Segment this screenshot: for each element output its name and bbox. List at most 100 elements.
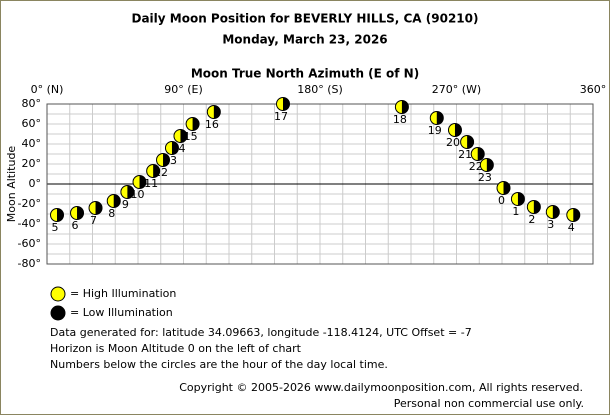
hour-label: 16 bbox=[205, 118, 219, 131]
hour-label: 0 bbox=[498, 194, 505, 207]
moon-dark bbox=[192, 117, 200, 131]
hour-label: 1 bbox=[512, 205, 519, 218]
footer: Copyright © 2005-2026 www.dailymoonposit… bbox=[179, 381, 583, 394]
hour-label: 8 bbox=[108, 207, 115, 220]
footer: Personal non commercial use only. bbox=[394, 397, 584, 410]
moon-marker bbox=[394, 100, 409, 114]
moon-marker bbox=[132, 175, 147, 189]
moon-dark bbox=[467, 135, 474, 149]
moon-marker bbox=[164, 141, 179, 155]
moon-dark bbox=[139, 175, 147, 189]
hour-label: 5 bbox=[52, 221, 59, 234]
moon-dark bbox=[573, 208, 580, 222]
moon-marker bbox=[120, 185, 135, 199]
legend-label: = High Illumination bbox=[70, 287, 176, 300]
y-axis-title: Moon Altitude bbox=[5, 146, 18, 223]
chart-title: Daily Moon Position for BEVERLY HILLS, C… bbox=[132, 12, 479, 26]
moon-marker bbox=[545, 205, 560, 219]
legend-swatch bbox=[50, 286, 66, 302]
moon-dark bbox=[503, 181, 511, 195]
moon-dark bbox=[533, 200, 541, 214]
moon-marker bbox=[106, 194, 121, 208]
moon-marker bbox=[479, 158, 494, 172]
note: Data generated for: latitude 34.09663, l… bbox=[50, 326, 472, 339]
moon-dark bbox=[436, 111, 444, 125]
y-tick-label: -20° bbox=[18, 197, 41, 210]
hour-label: 7 bbox=[90, 214, 97, 227]
hour-label: 23 bbox=[478, 171, 492, 184]
moon-dark bbox=[282, 97, 290, 111]
hour-label: 22 bbox=[469, 160, 483, 173]
hour-label: 14 bbox=[171, 142, 185, 155]
moon-marker bbox=[146, 164, 161, 178]
x-tick-label: 360° bbox=[580, 83, 607, 96]
y-tick-label: -60° bbox=[18, 237, 41, 250]
hour-label: 10 bbox=[131, 188, 145, 201]
moon-dark bbox=[163, 153, 170, 167]
hour-label: 4 bbox=[568, 221, 575, 234]
hour-label: 11 bbox=[144, 177, 158, 190]
moon-dark bbox=[171, 141, 179, 155]
moon-marker bbox=[566, 208, 581, 222]
moon-marker bbox=[156, 153, 171, 167]
moon-dark bbox=[57, 208, 64, 222]
moon-dark bbox=[517, 192, 525, 206]
note: Numbers below the circles are the hour o… bbox=[50, 358, 388, 371]
moon-dark bbox=[127, 185, 134, 199]
moon-marker bbox=[185, 117, 200, 131]
moon-dark bbox=[486, 158, 494, 172]
hour-label: 17 bbox=[274, 110, 288, 123]
x-tick-label: 90° (E) bbox=[164, 83, 203, 96]
x-tick-label: 270° (W) bbox=[432, 83, 481, 96]
moon-dark bbox=[153, 164, 160, 178]
hour-label: 3 bbox=[547, 218, 554, 231]
hour-label: 21 bbox=[458, 148, 472, 161]
y-tick-label: 60° bbox=[22, 117, 42, 130]
moon-dark bbox=[477, 147, 485, 161]
moon-marker bbox=[460, 135, 475, 149]
moon-dark bbox=[95, 201, 103, 215]
y-tick-label: 80° bbox=[22, 97, 42, 110]
hour-label: 19 bbox=[428, 124, 442, 137]
hour-label: 9 bbox=[122, 198, 129, 211]
y-tick-label: -80° bbox=[18, 257, 41, 270]
y-tick-label: 40° bbox=[22, 137, 42, 150]
moon-marker bbox=[470, 147, 485, 161]
chart-subtitle: Monday, March 23, 2026 bbox=[222, 33, 387, 47]
y-tick-label: -40° bbox=[18, 217, 41, 230]
moon-marker bbox=[70, 206, 85, 220]
hour-label: 20 bbox=[446, 136, 460, 149]
hour-label: 2 bbox=[528, 213, 535, 226]
moon-marker bbox=[173, 129, 188, 143]
moon-marker bbox=[206, 105, 221, 119]
legend-swatch bbox=[50, 305, 66, 321]
x-tick-label: 0° (N) bbox=[31, 83, 64, 96]
moon-marker bbox=[526, 200, 541, 214]
hour-label: 13 bbox=[163, 154, 177, 167]
x-tick-label: 180° (S) bbox=[297, 83, 343, 96]
moon-dark bbox=[552, 205, 560, 219]
hour-label: 6 bbox=[72, 219, 79, 232]
plot-frame bbox=[46, 103, 594, 265]
legend-label: = Low Illumination bbox=[70, 306, 173, 319]
moon-dark bbox=[213, 105, 221, 119]
moon-marker bbox=[496, 181, 511, 195]
x-axis-title: Moon True North Azimuth (E of N) bbox=[191, 67, 419, 81]
y-tick-label: 0° bbox=[29, 177, 42, 190]
moon-dark bbox=[454, 123, 462, 137]
moon-dark bbox=[77, 206, 84, 220]
y-tick-label: 20° bbox=[22, 157, 42, 170]
moon-marker bbox=[429, 111, 444, 125]
moon-dark bbox=[180, 129, 187, 143]
moon-marker bbox=[447, 123, 462, 137]
moon-marker bbox=[88, 201, 103, 215]
hour-label: 12 bbox=[154, 166, 168, 179]
moon-marker bbox=[50, 208, 65, 222]
moon-marker bbox=[510, 192, 525, 206]
hour-label: 15 bbox=[184, 130, 198, 143]
moon-dark bbox=[113, 194, 121, 208]
note: Horizon is Moon Altitude 0 on the left o… bbox=[50, 342, 302, 355]
moon-dark bbox=[401, 100, 409, 114]
hour-label: 18 bbox=[393, 113, 407, 126]
moon-marker bbox=[275, 97, 290, 111]
